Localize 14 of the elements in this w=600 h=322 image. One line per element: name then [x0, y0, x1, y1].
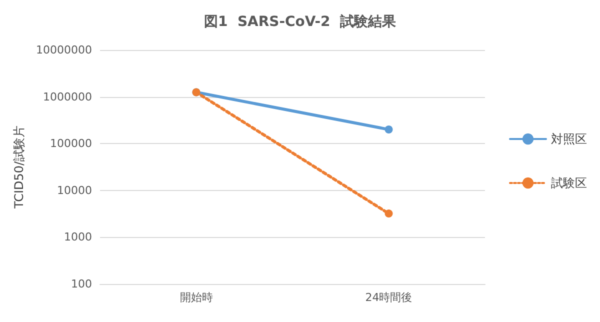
x-tick-label: 24時間後 [365, 291, 412, 304]
chart-title: 図1 SARS-CoV-2 試験結果 [204, 13, 398, 30]
y-axis-title: TCID50/試験片 [12, 125, 26, 210]
point [384, 126, 393, 134]
legend-label: 試験区 [551, 176, 587, 190]
legend-label: 対照区 [551, 132, 587, 146]
x-tick-label: 開始時 [180, 291, 213, 304]
y-tick-label: 10000 [57, 184, 92, 197]
point [384, 210, 393, 218]
y-tick-label: 1000 [64, 230, 92, 244]
y-tick-label: 10000000 [36, 44, 92, 56]
y-tick-label: 100000 [50, 137, 92, 150]
y-tick-label: 100 [71, 278, 92, 290]
y-tick-label: 1000000 [43, 90, 92, 104]
